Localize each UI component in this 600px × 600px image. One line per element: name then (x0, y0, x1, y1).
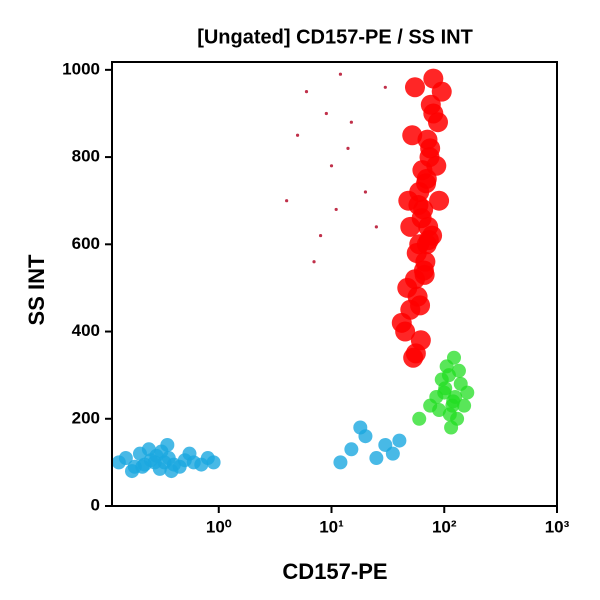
data-point (147, 455, 162, 470)
data-point (206, 455, 221, 470)
data-point (423, 398, 438, 413)
data-point (451, 363, 466, 378)
data-point (391, 312, 412, 333)
y-tick-label: 0 (91, 495, 100, 514)
data-point (318, 233, 323, 238)
data-point (392, 433, 407, 448)
data-point (418, 229, 439, 250)
y-tick-label: 200 (72, 408, 100, 427)
data-point (427, 112, 448, 133)
data-point (164, 464, 179, 479)
data-point (457, 398, 472, 413)
data-point (349, 120, 353, 124)
data-point (402, 125, 423, 146)
data-point (383, 85, 387, 89)
chart-title: [Ungated] CD157-PE / SS INT (197, 26, 473, 48)
data-point (374, 225, 378, 229)
x-tick-label: 10¹ (319, 517, 344, 536)
data-point (160, 437, 175, 452)
data-point (182, 446, 197, 461)
y-axis-label: SS INT (24, 254, 49, 325)
data-point (333, 455, 348, 470)
data-point (304, 90, 309, 94)
data-point (406, 243, 427, 264)
data-point (285, 199, 289, 203)
data-point (329, 164, 334, 168)
data-point (410, 295, 431, 316)
y-tick-label: 600 (72, 234, 100, 253)
data-point (344, 442, 359, 457)
data-point (420, 94, 441, 115)
plot-points (111, 68, 475, 479)
y-tick-label: 1000 (62, 59, 100, 78)
y-tick-label: 800 (72, 147, 100, 166)
data-point (404, 77, 425, 98)
data-point (412, 411, 427, 426)
data-point (324, 111, 328, 116)
data-point (460, 385, 475, 400)
data-point (438, 381, 453, 396)
data-point (445, 398, 460, 413)
plot-frame (111, 61, 558, 507)
data-point (118, 451, 133, 466)
x-tick-label: 10² (432, 517, 457, 536)
y-tick-label: 400 (72, 321, 100, 340)
data-point (346, 146, 350, 150)
data-point (353, 420, 368, 435)
x-tick-label: 10⁰ (206, 517, 232, 536)
data-point (141, 442, 156, 457)
data-point (369, 451, 384, 466)
data-point (446, 350, 461, 365)
data-point (385, 446, 400, 461)
data-point (412, 160, 433, 181)
data-point (295, 133, 300, 137)
data-point (408, 195, 429, 216)
data-point (363, 190, 368, 194)
data-point (334, 207, 338, 212)
data-point (444, 420, 459, 435)
data-point (397, 277, 418, 298)
data-point (405, 343, 426, 364)
x-axis-label: CD157-PE (282, 559, 387, 584)
data-point (135, 459, 150, 474)
data-point (414, 264, 435, 285)
data-point (417, 129, 438, 150)
data-point (429, 190, 450, 211)
data-point (423, 68, 444, 89)
data-point (338, 72, 343, 76)
data-point (400, 216, 421, 237)
data-point (312, 260, 316, 264)
x-tick-label: 10³ (545, 517, 570, 536)
